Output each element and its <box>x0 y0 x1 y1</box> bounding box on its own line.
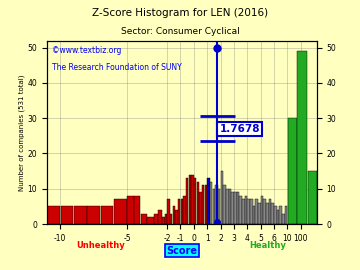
Bar <box>269 199 271 224</box>
Bar <box>165 214 167 224</box>
Bar <box>274 207 276 224</box>
Bar <box>47 207 60 224</box>
Bar <box>87 207 100 224</box>
Bar <box>158 210 162 224</box>
Text: Healthy: Healthy <box>249 241 286 250</box>
Bar <box>183 196 186 224</box>
Bar <box>264 199 266 224</box>
Bar <box>204 185 207 224</box>
Bar <box>279 207 282 224</box>
Bar <box>258 203 261 224</box>
Bar <box>191 175 194 224</box>
Bar <box>127 196 134 224</box>
Bar <box>231 192 234 224</box>
Bar <box>186 178 188 224</box>
Bar <box>297 51 307 224</box>
Bar <box>134 196 140 224</box>
Text: Unhealthy: Unhealthy <box>76 241 125 250</box>
Bar <box>245 196 247 224</box>
Bar <box>261 196 263 224</box>
Bar <box>308 171 316 224</box>
Bar <box>100 207 113 224</box>
Text: ©www.textbiz.org: ©www.textbiz.org <box>52 46 122 55</box>
X-axis label: Score: Score <box>166 246 197 256</box>
Text: Z-Score Histogram for LEN (2016): Z-Score Histogram for LEN (2016) <box>92 8 268 18</box>
Bar <box>242 199 244 224</box>
Bar <box>221 171 223 224</box>
Bar <box>154 214 158 224</box>
Bar <box>210 182 212 224</box>
Bar <box>213 189 215 224</box>
Bar <box>288 118 297 224</box>
Bar <box>170 214 172 224</box>
Bar <box>255 199 258 224</box>
Bar <box>239 196 242 224</box>
Text: The Research Foundation of SUNY: The Research Foundation of SUNY <box>52 63 182 72</box>
Bar <box>234 192 237 224</box>
Bar <box>247 199 250 224</box>
Bar <box>140 214 147 224</box>
Bar <box>218 189 220 224</box>
Bar <box>194 178 197 224</box>
Text: Sector: Consumer Cyclical: Sector: Consumer Cyclical <box>121 27 239 36</box>
Y-axis label: Number of companies (531 total): Number of companies (531 total) <box>18 74 24 191</box>
Bar <box>285 207 287 224</box>
Bar <box>178 199 180 224</box>
Bar <box>180 199 183 224</box>
Bar <box>60 207 73 224</box>
Bar <box>147 217 154 224</box>
Bar <box>175 210 178 224</box>
Bar <box>202 185 204 224</box>
Bar <box>277 210 279 224</box>
Bar <box>250 199 253 224</box>
Bar <box>282 214 285 224</box>
Bar <box>74 207 86 224</box>
Bar <box>229 189 231 224</box>
Bar <box>253 207 255 224</box>
Bar <box>114 199 127 224</box>
Bar <box>197 182 199 224</box>
Bar <box>207 178 210 224</box>
Bar <box>162 217 165 224</box>
Bar <box>199 192 202 224</box>
Bar <box>172 207 175 224</box>
Text: 1.7678: 1.7678 <box>220 124 260 134</box>
Bar <box>167 199 170 224</box>
Bar <box>271 203 274 224</box>
Bar <box>237 192 239 224</box>
Bar <box>189 175 191 224</box>
Bar <box>223 185 226 224</box>
Bar <box>215 185 218 224</box>
Bar <box>226 189 229 224</box>
Bar <box>266 203 269 224</box>
